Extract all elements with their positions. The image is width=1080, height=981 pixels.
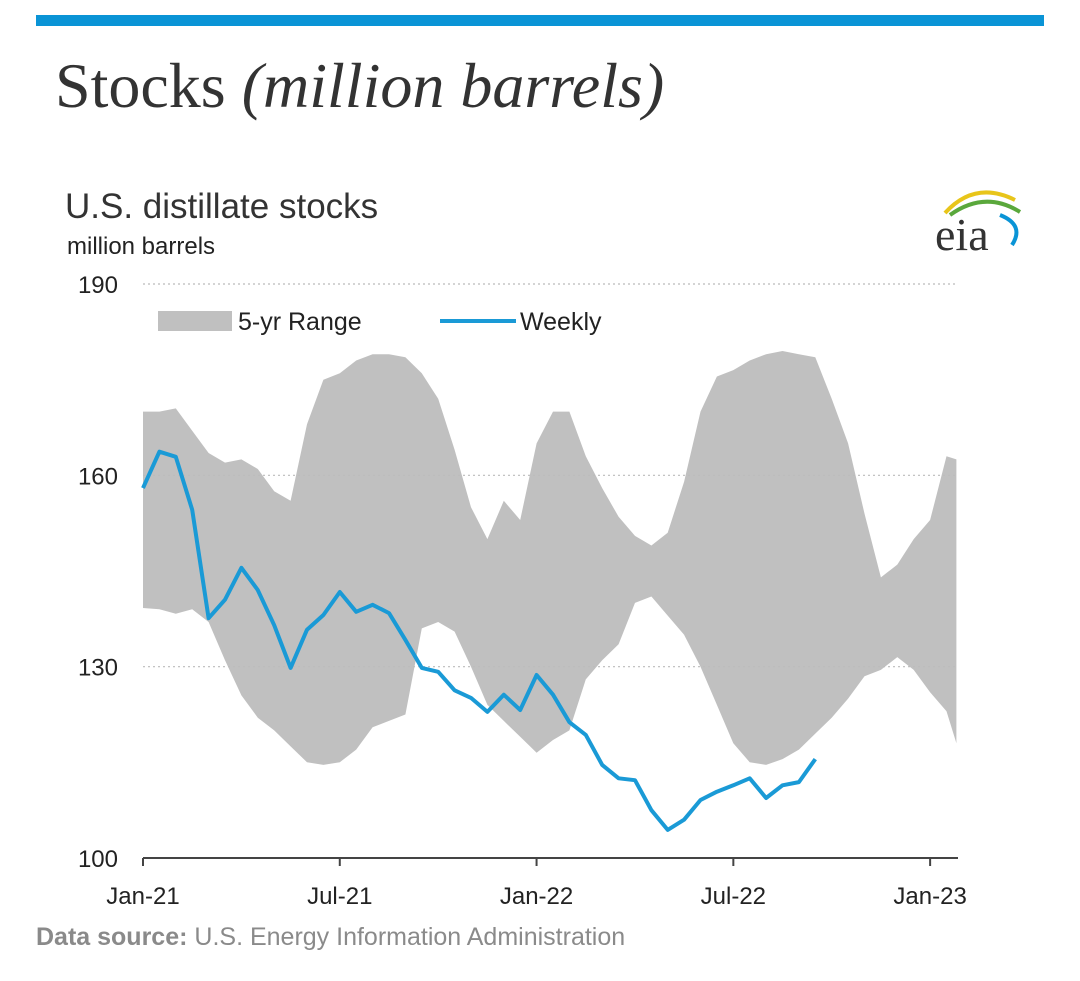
source-text: U.S. Energy Information Administration [194,923,625,951]
y-tick-label: 190 [78,272,118,299]
legend: 5-yr Range Weekly [158,308,602,336]
x-tick-label: Jul-22 [701,883,766,910]
x-tick-label: Jan-21 [106,883,179,910]
logo-arc [999,213,1019,247]
x-tick-label: Jan-22 [500,883,573,910]
header-bar [36,15,1044,26]
y-tick-label: 160 [78,463,118,490]
x-tick-label: Jul-21 [307,883,372,910]
legend-swatch [158,311,232,331]
page-heading: Stocks (million barrels) [55,50,664,121]
line-series [141,449,817,832]
chart-subtitle: million barrels [67,233,215,260]
y-tick-label: 100 [78,846,118,873]
source-note: Data source: U.S. Energy Information Adm… [36,923,625,951]
legend-label: 5-yr Range [238,308,362,336]
x-tick-label: Jan-23 [893,883,966,910]
heading-italic: (million barrels) [242,50,665,121]
chart-title: U.S. distillate stocks [65,187,378,226]
plot-area [143,351,957,765]
logo: eia [935,190,1022,260]
source-label: Data source: [36,923,187,951]
legend-label: Weekly [520,308,602,336]
range-area [143,351,957,765]
logo-arc [948,199,1022,217]
logo-text: eia [935,209,989,260]
heading-text: Stocks [55,50,226,121]
y-tick-label: 130 [78,655,118,682]
logo-arc [943,190,1016,215]
